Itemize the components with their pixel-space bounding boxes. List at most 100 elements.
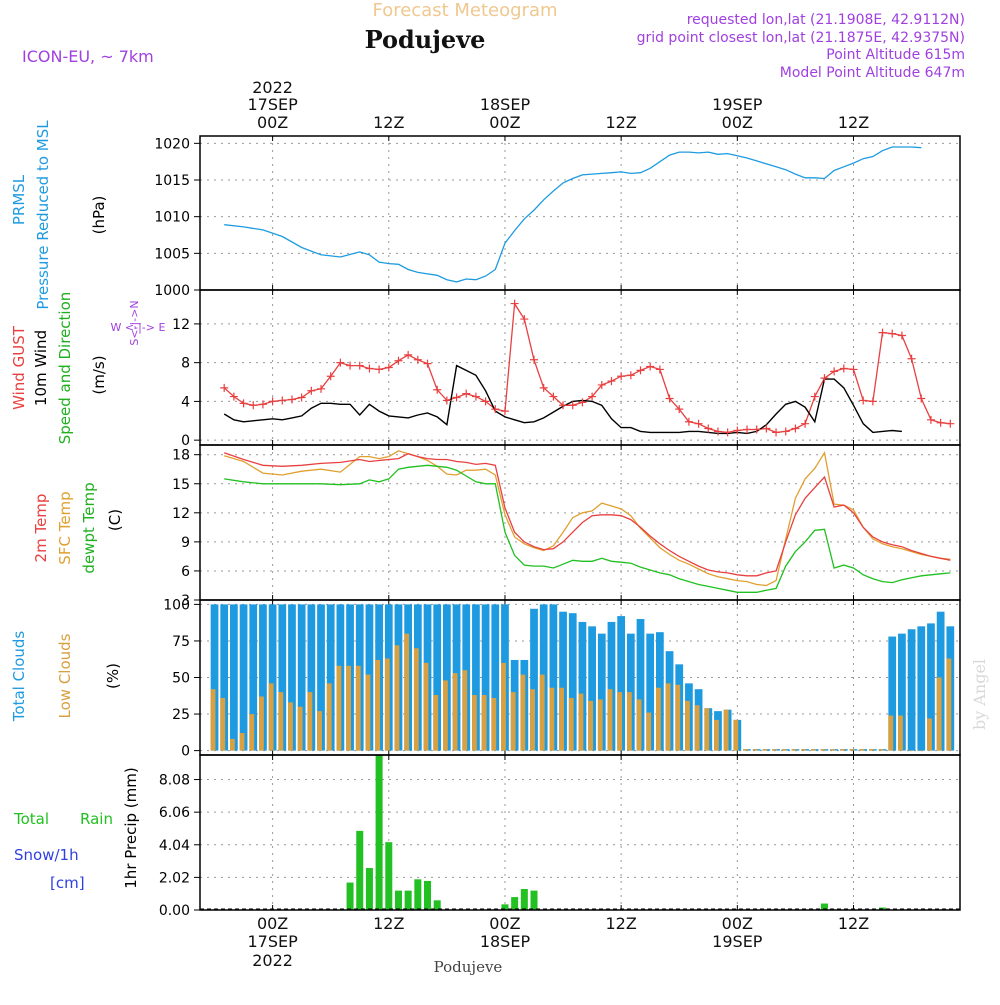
low-cloud-bar <box>626 692 632 751</box>
temperature-ytick-label: 3 <box>181 593 190 609</box>
low-cloud-bar <box>907 750 913 752</box>
total-cloud-bar <box>646 633 655 751</box>
gust-marker <box>946 419 955 428</box>
total-cloud-bar <box>210 604 219 751</box>
low-cloud-bar <box>820 749 826 751</box>
low-cloud-bar <box>646 712 652 751</box>
low-cloud-bar <box>230 738 235 751</box>
pressure-ytick-label: 1010 <box>154 210 190 226</box>
wind-label-c: Speed and Direction <box>56 292 74 445</box>
bottom-time-label: 00Z <box>257 914 288 933</box>
gust-marker <box>723 428 732 437</box>
total-cloud-bar <box>220 604 229 751</box>
wind-label-a: Wind GUST <box>10 325 28 410</box>
low-cloud-bar <box>733 719 739 751</box>
precipitation-frame <box>199 754 961 911</box>
gust-marker <box>839 364 848 373</box>
temperature-ytick-label: 9 <box>181 535 190 551</box>
rain-bar <box>346 882 354 910</box>
precip-label-cm: [cm] <box>50 874 85 892</box>
gust-marker <box>404 350 413 359</box>
total-cloud-bar <box>636 619 645 751</box>
rain-bar <box>365 868 373 910</box>
total-cloud-bar <box>588 626 596 751</box>
total-cloud-bar <box>443 604 451 751</box>
rain-bar <box>820 903 828 910</box>
gust-marker <box>491 405 500 414</box>
wind-ytick-label: 0 <box>181 433 190 449</box>
precip-label-total: Total <box>13 810 49 828</box>
total-cloud-bar <box>230 604 238 751</box>
gust-marker <box>433 385 442 394</box>
low-cloud-bar <box>607 689 613 751</box>
precipitation-ytick-label: 2.02 <box>159 870 190 886</box>
low-cloud-bar <box>849 749 855 751</box>
low-cloud-bar <box>694 705 700 751</box>
total-cloud-bar <box>433 604 442 751</box>
gust-marker <box>820 374 829 383</box>
gust-marker <box>365 364 374 373</box>
rain-bar <box>433 900 441 910</box>
gust-marker <box>733 426 742 435</box>
precip-label-snow: Snow/1h <box>14 846 79 864</box>
gust-marker <box>413 355 422 364</box>
top-time-label: 12Z <box>605 113 636 132</box>
total-cloud-bar <box>317 604 325 751</box>
bottom-year-label: 2022 <box>252 951 293 970</box>
low-cloud-bar <box>443 680 448 751</box>
gust-marker <box>500 407 509 416</box>
gust-marker <box>704 424 713 433</box>
gust-marker <box>859 396 868 405</box>
bottom-time-label: 12Z <box>838 914 869 933</box>
gust-marker <box>452 393 461 402</box>
model-altitude: Model Point Altitude 647m <box>780 65 965 81</box>
gust-marker <box>917 394 926 403</box>
low-cloud-bar <box>288 702 293 751</box>
top-time-label: 12Z <box>838 113 869 132</box>
rain-bar <box>511 897 519 910</box>
temperature-ytick-label: 18 <box>172 448 190 464</box>
rain-bar <box>520 889 528 910</box>
wind-compass-vertical: S<-|->N <box>128 300 141 345</box>
low-cloud-bar <box>462 670 468 751</box>
low-cloud-bar <box>317 711 322 751</box>
temp-label-b: SFC Temp <box>56 491 74 564</box>
gust-marker <box>355 361 364 370</box>
gust-marker <box>423 359 432 368</box>
precipitation-ytick-label: 4.04 <box>159 838 190 854</box>
total-cloud-bar <box>568 613 577 751</box>
low-cloud-bar <box>501 662 506 751</box>
low-cloud-bar <box>307 692 313 751</box>
temperature-ytick-label: 15 <box>172 477 190 493</box>
top-time-label: 00Z <box>722 113 753 132</box>
low-cloud-bar <box>365 674 371 751</box>
gust-marker <box>781 427 790 436</box>
low-cloud-bar <box>423 662 429 751</box>
low-cloud-bar <box>481 695 487 751</box>
gust-marker <box>675 405 684 414</box>
temperature-ytick-label: 6 <box>181 564 190 580</box>
gust-marker <box>520 315 529 324</box>
cloud-unit: (%) <box>104 663 122 689</box>
low-cloud-bar <box>878 749 884 751</box>
gust-marker <box>655 365 664 374</box>
pressure-ytick-label: 1015 <box>154 173 190 189</box>
gust-marker <box>384 363 393 372</box>
pressure-label-b: Pressure Reduced to MSL <box>34 120 52 310</box>
clouds-ytick-label: 50 <box>172 671 190 687</box>
precip-unit: 1hr Precip (mm) <box>122 767 140 888</box>
gust-marker <box>607 377 616 386</box>
top-date-label: 17SEP <box>247 95 298 114</box>
gust-marker <box>278 396 287 405</box>
gust-marker <box>868 397 877 406</box>
model-label: ICON-EU, ~ 7km <box>22 47 154 66</box>
gust-marker <box>878 328 887 337</box>
top-time-label: 00Z <box>257 113 288 132</box>
gust-marker <box>326 372 335 381</box>
cloud-label-a: Total Clouds <box>10 631 28 723</box>
pressure-ytick-label: 1005 <box>154 246 190 262</box>
bottom-time-label: 00Z <box>489 914 520 933</box>
low-cloud-bar <box>791 749 797 751</box>
bottom-date-label: 17SEP <box>247 932 298 951</box>
total-cloud-bar <box>898 633 906 751</box>
